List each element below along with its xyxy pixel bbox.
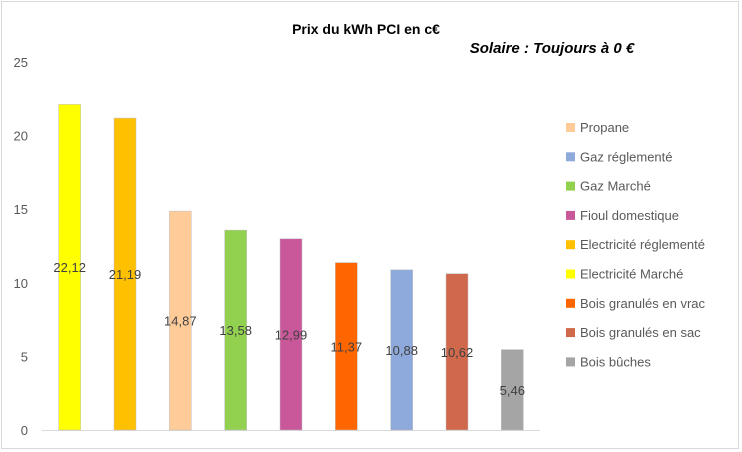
bar-data-label: 22,12 [53,260,86,275]
legend-item: Gaz réglementé [566,149,673,164]
bar [169,210,192,431]
legend-swatch [566,123,575,132]
legend-label: Electricité Marché [580,267,683,282]
bar-data-label: 12,99 [275,327,308,342]
bar-data-label: 10,62 [441,345,474,360]
legend-swatch [566,210,575,220]
legend-label: Electricité réglementé [580,237,705,252]
bar-data-label: 14,87 [164,314,197,329]
legend-swatch [566,240,575,250]
bar [335,262,358,431]
legend-item: Gaz Marché [566,179,651,194]
bar [279,238,303,431]
legend-item: Bois granulés en vrac [566,296,706,311]
legend-item: Fioul domestique [566,208,679,223]
legend-swatch [566,181,575,191]
legend-item: Propane [566,120,629,135]
legend-swatch [566,298,575,308]
y-tick-label: 10 [14,276,28,291]
legend-item: Electricité Marché [566,267,683,282]
bar-data-label: 5,46 [500,383,525,398]
bar [501,349,524,431]
legend-label: Bois granulés en vrac [580,296,706,311]
legend: Propane Gaz réglementé Gaz Marché Fioul dom… [566,120,706,369]
legend-swatch [566,328,575,338]
bars [58,104,524,431]
y-tick-label: 25 [14,55,28,70]
legend-label: Gaz réglementé [580,149,673,164]
y-tick-label: 15 [14,202,28,217]
chart-subtitle: Solaire : Toujours à 0 € [470,40,635,57]
legend-label: Fioul domestique [580,208,679,223]
y-tick-label: 0 [21,423,28,438]
legend-label: Gaz Marché [580,179,651,194]
bar [224,229,247,431]
bar [390,269,413,431]
legend-label: Propane [580,120,629,135]
y-tick-label: 20 [14,129,28,144]
legend-item: Bois bûches [566,354,651,369]
legend-swatch [566,357,575,367]
y-tick-label: 5 [21,349,28,364]
y-axis: 0 5 10 15 20 25 [14,55,28,438]
legend-item: Bois granulés en sac [566,325,701,340]
bar-data-label: 10,88 [385,343,418,358]
bar-data-label: 13,58 [219,323,252,338]
bar [58,104,81,431]
bar-data-label: 21,19 [109,267,142,282]
legend-label: Bois granulés en sac [580,325,701,340]
legend-swatch [566,152,575,162]
bar-data-label: 11,37 [331,339,363,354]
bar [445,273,469,431]
legend-swatch [566,269,575,279]
legend-label: Bois bûches [580,354,651,369]
bar [113,117,137,431]
chart-title: Prix du kWh PCI en c€ [292,21,440,37]
legend-item: Electricité réglementé [566,237,705,252]
data-labels: 22,12 21,19 14,87 13,58 12,99 11,37 10,88 10,62… [53,260,525,398]
